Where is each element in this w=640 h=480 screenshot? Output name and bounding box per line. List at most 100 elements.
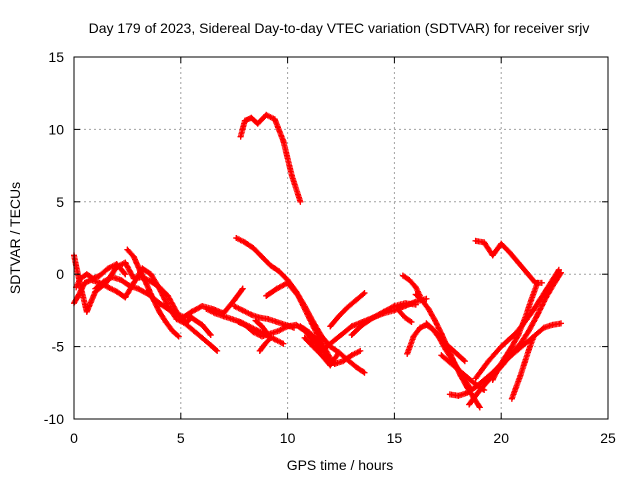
data-point bbox=[504, 337, 511, 344]
data-point bbox=[273, 318, 280, 325]
data-point bbox=[220, 313, 227, 320]
data-point bbox=[478, 366, 485, 373]
data-point bbox=[273, 285, 280, 292]
data-point bbox=[558, 320, 565, 327]
chart-title: Day 179 of 2023, Sidereal Day-to-day VTE… bbox=[89, 20, 590, 36]
data-point bbox=[150, 295, 157, 302]
data-point bbox=[327, 362, 334, 369]
data-point bbox=[207, 332, 214, 339]
series-track-v bbox=[423, 320, 468, 365]
data-point bbox=[105, 284, 112, 291]
data-point bbox=[305, 329, 312, 336]
data-point bbox=[423, 295, 430, 302]
data-point bbox=[137, 268, 144, 275]
data-point bbox=[280, 340, 287, 347]
data-point bbox=[199, 334, 206, 341]
x-axis-title: GPS time / hours bbox=[287, 457, 394, 473]
data-point bbox=[455, 352, 462, 359]
data-point bbox=[188, 308, 195, 315]
data-point bbox=[402, 303, 409, 310]
series-track-q bbox=[348, 295, 430, 339]
data-point bbox=[464, 374, 471, 381]
data-point bbox=[164, 292, 171, 299]
data-point bbox=[508, 395, 515, 402]
series-track-p bbox=[327, 290, 368, 330]
data-point bbox=[335, 313, 342, 320]
data-point bbox=[182, 320, 189, 327]
data-point bbox=[538, 279, 545, 286]
data-point bbox=[472, 375, 479, 382]
data-point bbox=[525, 346, 532, 353]
data-marker-trail bbox=[472, 237, 545, 286]
data-point bbox=[348, 323, 355, 330]
data-point bbox=[297, 198, 304, 205]
series-track-r bbox=[395, 307, 415, 325]
series-track-ac bbox=[472, 237, 545, 286]
data-point bbox=[517, 372, 524, 379]
data-point bbox=[162, 318, 169, 325]
data-point bbox=[147, 278, 154, 285]
data-point bbox=[481, 239, 488, 246]
data-point bbox=[352, 297, 359, 304]
data-point bbox=[83, 271, 90, 278]
x-tick-label: 5 bbox=[177, 430, 185, 446]
data-point bbox=[449, 346, 456, 353]
data-point bbox=[263, 292, 270, 299]
data-point bbox=[117, 276, 124, 283]
data-point bbox=[436, 333, 443, 340]
data-point bbox=[113, 261, 120, 268]
data-point bbox=[489, 252, 496, 259]
data-point bbox=[233, 235, 240, 241]
data-point bbox=[109, 274, 116, 281]
data-point bbox=[335, 349, 342, 356]
data-point bbox=[515, 259, 522, 266]
data-point bbox=[352, 363, 359, 370]
series-track-a bbox=[71, 252, 221, 354]
data-point bbox=[461, 358, 468, 365]
data-point bbox=[77, 275, 84, 282]
data-point bbox=[147, 271, 154, 278]
data-point bbox=[239, 307, 246, 314]
data-point bbox=[417, 324, 424, 331]
data-point bbox=[297, 323, 304, 330]
data-point bbox=[305, 314, 312, 321]
data-point bbox=[214, 347, 221, 354]
data-point bbox=[540, 324, 547, 331]
data-point bbox=[235, 318, 242, 325]
data-point bbox=[530, 307, 537, 314]
data-point bbox=[412, 291, 419, 298]
data-point bbox=[258, 253, 265, 260]
data-point bbox=[455, 366, 462, 373]
data-point bbox=[267, 334, 274, 341]
data-point bbox=[271, 336, 278, 343]
data-point bbox=[491, 350, 498, 357]
data-point bbox=[472, 237, 479, 244]
data-point bbox=[231, 303, 238, 310]
data-point bbox=[496, 363, 503, 370]
data-point bbox=[344, 356, 351, 363]
x-tick-label: 0 bbox=[70, 430, 78, 446]
data-point bbox=[105, 265, 112, 272]
data-point bbox=[408, 318, 415, 325]
data-point bbox=[177, 316, 184, 323]
data-point bbox=[156, 308, 163, 315]
data-point bbox=[252, 317, 259, 324]
data-point bbox=[498, 240, 505, 247]
y-tick-label: 10 bbox=[48, 121, 64, 137]
series-track-j bbox=[237, 111, 304, 205]
data-marker-trail bbox=[237, 111, 304, 205]
data-point bbox=[301, 334, 308, 341]
data-point bbox=[429, 326, 436, 333]
data-point bbox=[423, 320, 430, 327]
data-point bbox=[438, 352, 445, 359]
data-point bbox=[549, 321, 556, 328]
data-point bbox=[250, 329, 257, 336]
data-point bbox=[534, 311, 541, 318]
data-point bbox=[327, 340, 334, 347]
data-point bbox=[517, 340, 524, 347]
data-point bbox=[419, 297, 426, 304]
data-point bbox=[431, 317, 438, 324]
data-point bbox=[261, 342, 268, 349]
data-point bbox=[316, 349, 323, 356]
